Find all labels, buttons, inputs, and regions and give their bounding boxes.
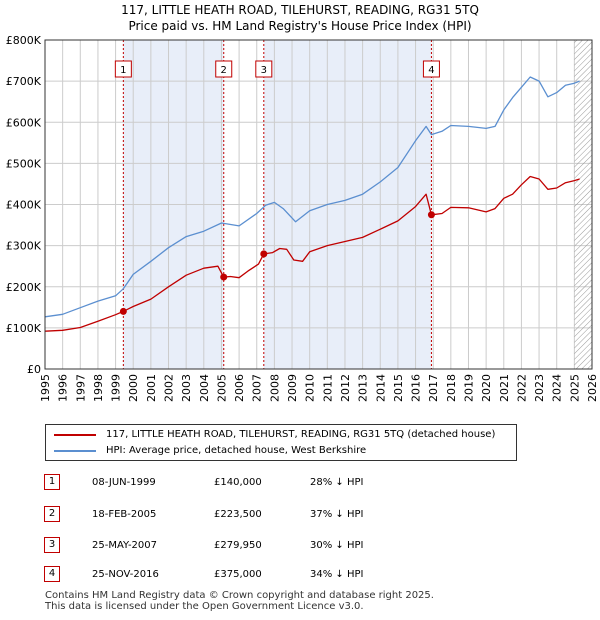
sale-label: 3 xyxy=(261,65,267,76)
x-tick-label: 1998 xyxy=(92,374,105,402)
y-tick-label: £600K xyxy=(6,116,42,129)
x-tick-label: 2026 xyxy=(586,374,599,402)
y-tick-label: £300K xyxy=(6,240,42,253)
chart-subtitle: Price paid vs. HM Land Registry's House … xyxy=(128,19,472,33)
y-tick-label: £0 xyxy=(27,363,41,376)
x-tick-label: 2000 xyxy=(127,374,140,402)
footer-attribution: Contains HM Land Registry data © Crown c… xyxy=(45,590,434,612)
x-tick-label: 1995 xyxy=(39,374,52,402)
sale-price: £375,000 xyxy=(214,569,262,580)
plot-frame xyxy=(44,39,593,370)
x-tick-label: 1996 xyxy=(57,374,70,402)
sale-label-box xyxy=(215,60,233,78)
x-tick-label: 2016 xyxy=(410,374,423,402)
sale-date: 25-NOV-2016 xyxy=(92,569,159,580)
sale-price: £223,500 xyxy=(214,509,262,520)
legend-swatch-price xyxy=(54,434,96,436)
price-chart: 1 2 3 4 £0 £100K £200K £300K £400K £500K £600K £70… xyxy=(6,34,599,402)
x-tick-label: 2010 xyxy=(304,374,317,402)
x-tick-label: 2001 xyxy=(145,374,158,402)
y-tick-label: £800K xyxy=(6,34,42,47)
x-tick-label: 2012 xyxy=(339,374,352,402)
sale-number-badge: 3 xyxy=(44,537,60,553)
x-tick-label: 2014 xyxy=(374,374,387,402)
x-tick-label: 2020 xyxy=(480,374,493,402)
table-row: 4 25-NOV-2016 £375,000 34% ↓ HPI xyxy=(0,566,600,584)
sale-date: 25-MAY-2007 xyxy=(92,540,158,551)
sale-label-box xyxy=(255,60,273,78)
chart-title: 117, LITTLE HEATH ROAD, TILEHURST, READI… xyxy=(121,3,479,17)
x-tick-label: 2007 xyxy=(251,374,264,402)
sale-hpi-diff: 37% ↓ HPI xyxy=(310,509,364,520)
sale-price: £279,950 xyxy=(214,540,262,551)
x-tick-label: 2017 xyxy=(427,374,440,402)
x-tick-label: 2018 xyxy=(445,374,458,402)
table-row: 3 25-MAY-2007 £279,950 30% ↓ HPI xyxy=(0,537,600,555)
sale-number-badge: 1 xyxy=(44,474,60,490)
sale-number-badge: 2 xyxy=(44,506,60,522)
sale-hpi-diff: 30% ↓ HPI xyxy=(310,540,364,551)
legend-label-hpi: HPI: Average price, detached house, West… xyxy=(106,445,367,456)
x-tick-label: 2021 xyxy=(498,374,511,402)
table-row: 2 18-FEB-2005 £223,500 37% ↓ HPI xyxy=(0,506,600,524)
sale-point xyxy=(260,250,268,258)
x-tick-label: 2024 xyxy=(551,374,564,402)
sale-label-box xyxy=(114,60,132,78)
y-tick-label: £500K xyxy=(6,157,42,170)
y-tick-label: £200K xyxy=(6,281,42,294)
sale-point xyxy=(427,211,435,219)
forecast-hatch xyxy=(574,40,592,369)
y-tick-label: £700K xyxy=(6,75,42,88)
legend: 117, LITTLE HEATH ROAD, TILEHURST, READI… xyxy=(45,424,517,461)
x-tick-label: 2019 xyxy=(462,374,475,402)
footer-line-copyright: Contains HM Land Registry data © Crown c… xyxy=(45,590,434,601)
y-tick-label: £100K xyxy=(6,322,42,335)
sale-point xyxy=(220,273,228,281)
x-tick-label: 2008 xyxy=(268,374,281,402)
sale-label: 4 xyxy=(428,65,434,76)
sale-label: 2 xyxy=(221,65,227,76)
x-tick-label: 1999 xyxy=(110,374,123,402)
legend-item-price: 117, LITTLE HEATH ROAD, TILEHURST, READI… xyxy=(54,427,495,443)
legend-item-hpi: HPI: Average price, detached house, West… xyxy=(54,443,366,459)
y-tick-label: £400K xyxy=(6,199,42,212)
x-tick-label: 2025 xyxy=(568,374,581,402)
price-paid-line xyxy=(44,175,580,332)
hpi-line xyxy=(44,76,580,318)
x-tick-label: 2006 xyxy=(233,374,246,402)
x-tick-label: 2022 xyxy=(515,374,528,402)
x-tick-label: 2002 xyxy=(163,374,176,402)
sale-hpi-diff: 28% ↓ HPI xyxy=(310,477,364,488)
table-row: 1 08-JUN-1999 £140,000 28% ↓ HPI xyxy=(0,474,600,492)
footer-line-licence: This data is licensed under the Open Gov… xyxy=(45,601,364,612)
sale-hpi-diff: 34% ↓ HPI xyxy=(310,569,364,580)
sale-label: 1 xyxy=(120,65,126,76)
x-tick-label: 1997 xyxy=(74,374,87,402)
sale-price: £140,000 xyxy=(214,477,262,488)
x-tick-label: 2009 xyxy=(286,374,299,402)
sale-date: 08-JUN-1999 xyxy=(92,477,156,488)
sale-date: 18-FEB-2005 xyxy=(92,509,157,520)
x-tick-label: 2015 xyxy=(392,374,405,402)
sale-label-box xyxy=(422,60,440,78)
sale-point xyxy=(119,307,127,315)
x-tick-label: 2003 xyxy=(180,374,193,402)
x-tick-label: 2013 xyxy=(357,374,370,402)
sale-number-badge: 4 xyxy=(44,566,60,582)
legend-swatch-hpi xyxy=(54,450,96,452)
x-tick-label: 2011 xyxy=(321,374,334,402)
x-tick-label: 2023 xyxy=(533,374,546,402)
legend-label-price: 117, LITTLE HEATH ROAD, TILEHURST, READI… xyxy=(106,429,496,440)
x-tick-label: 2005 xyxy=(215,374,228,402)
x-tick-label: 2004 xyxy=(198,374,211,402)
